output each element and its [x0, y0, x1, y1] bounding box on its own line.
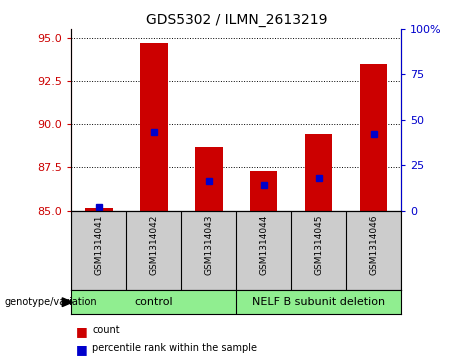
Bar: [305, 134, 332, 211]
Text: count: count: [92, 325, 120, 335]
Bar: [250, 171, 278, 211]
Text: control: control: [135, 297, 173, 307]
Bar: [85, 208, 112, 211]
Bar: [140, 43, 168, 211]
Text: NELF B subunit deletion: NELF B subunit deletion: [252, 297, 385, 307]
Text: GSM1314043: GSM1314043: [204, 215, 213, 275]
Bar: [195, 147, 223, 211]
Text: GSM1314042: GSM1314042: [149, 215, 159, 275]
Text: GSM1314041: GSM1314041: [95, 215, 103, 275]
Text: ■: ■: [76, 325, 88, 338]
Text: percentile rank within the sample: percentile rank within the sample: [92, 343, 257, 353]
Text: GSM1314046: GSM1314046: [369, 215, 378, 275]
Text: GSM1314044: GSM1314044: [259, 215, 268, 275]
Text: ■: ■: [76, 343, 88, 356]
Bar: [360, 64, 387, 211]
Title: GDS5302 / ILMN_2613219: GDS5302 / ILMN_2613219: [146, 13, 327, 26]
Text: GSM1314045: GSM1314045: [314, 215, 323, 275]
Text: genotype/variation: genotype/variation: [5, 297, 97, 307]
